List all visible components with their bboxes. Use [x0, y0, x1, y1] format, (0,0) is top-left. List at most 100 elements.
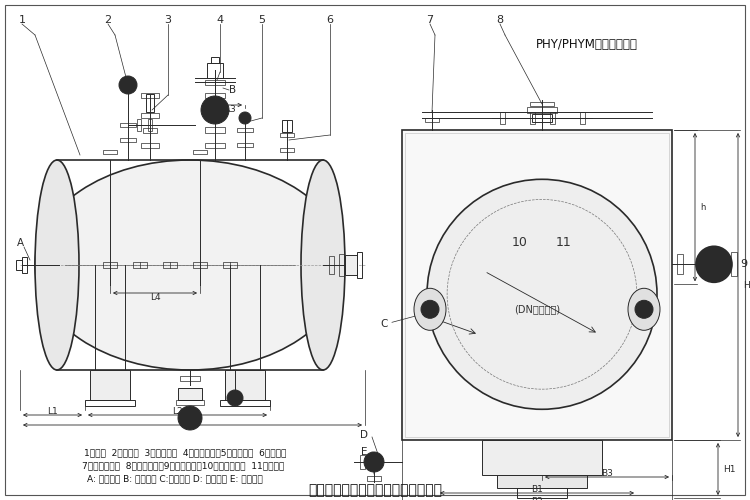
Text: H1: H1: [723, 464, 736, 473]
Text: 11: 11: [556, 236, 572, 249]
Bar: [133, 262, 147, 268]
Bar: [103, 150, 117, 154]
Bar: [237, 128, 253, 132]
Bar: [580, 112, 584, 124]
Text: A: A: [16, 238, 23, 248]
Bar: [120, 123, 136, 127]
Text: L1: L1: [47, 406, 58, 416]
Bar: [220, 400, 270, 406]
Circle shape: [239, 112, 251, 124]
Bar: [345, 255, 357, 275]
Circle shape: [227, 390, 243, 406]
Circle shape: [635, 300, 653, 318]
Text: 10: 10: [512, 236, 528, 249]
Bar: [530, 102, 554, 106]
Bar: [359, 455, 364, 469]
Circle shape: [706, 256, 722, 272]
Text: 1、罐体  2、压力表  3、进水管路  4、人工灌装口5、出液管路  6、安全阀: 1、罐体 2、压力表 3、进水管路 4、人工灌装口5、出液管路 6、安全阀: [84, 448, 286, 458]
Text: 9: 9: [740, 260, 748, 270]
Bar: [425, 118, 439, 122]
Bar: [367, 476, 381, 480]
Text: B3: B3: [601, 468, 613, 477]
Bar: [282, 120, 292, 132]
Bar: [530, 112, 535, 124]
Bar: [225, 370, 265, 400]
Text: L3: L3: [225, 104, 236, 114]
Circle shape: [696, 246, 732, 282]
Circle shape: [364, 452, 384, 472]
Text: 1: 1: [19, 15, 26, 25]
Bar: [180, 376, 200, 380]
Bar: [357, 252, 362, 278]
Ellipse shape: [628, 288, 660, 331]
Bar: [143, 128, 157, 132]
Bar: [163, 262, 177, 268]
Text: (DN罐罐内容): (DN罐罐内容): [514, 304, 560, 314]
Bar: [328, 256, 334, 274]
Ellipse shape: [427, 180, 657, 410]
Bar: [677, 254, 683, 274]
Text: C: C: [380, 320, 388, 330]
Text: H: H: [743, 280, 750, 289]
Bar: [211, 57, 219, 63]
Bar: [338, 254, 344, 276]
Bar: [237, 143, 253, 147]
Text: 5: 5: [259, 15, 266, 25]
Bar: [500, 112, 505, 124]
Text: A: 进水球阀 B: 出液球阀 C:排气球阀 D: 排水球阀 E: 排液球阀: A: 进水球阀 B: 出液球阀 C:排气球阀 D: 排水球阀 E: 排液球阀: [87, 474, 262, 484]
Text: PHY/PHYM系列（卧式）: PHY/PHYM系列（卧式）: [536, 38, 638, 52]
Bar: [205, 80, 225, 84]
Bar: [193, 150, 207, 154]
Bar: [223, 262, 237, 268]
Bar: [148, 119, 152, 131]
Bar: [85, 400, 135, 406]
Bar: [193, 262, 207, 268]
Bar: [205, 92, 225, 98]
Bar: [103, 262, 117, 268]
Circle shape: [178, 406, 202, 430]
Bar: [22, 257, 27, 273]
Bar: [16, 260, 22, 270]
Circle shape: [421, 300, 439, 318]
Bar: [141, 112, 159, 117]
Circle shape: [201, 96, 229, 124]
Bar: [205, 142, 225, 148]
Text: 7: 7: [427, 15, 433, 25]
Ellipse shape: [301, 160, 345, 370]
Text: 7、胶囊排气管  8、水腔排气管9、比例混合器10、水腔排水管  11、排液管: 7、胶囊排气管 8、水腔排气管9、比例混合器10、水腔排水管 11、排液管: [82, 462, 284, 470]
Bar: [205, 127, 225, 133]
Text: 2: 2: [104, 15, 112, 25]
Text: B2: B2: [531, 498, 543, 500]
Bar: [137, 119, 141, 131]
Bar: [90, 370, 130, 400]
Bar: [207, 63, 223, 78]
Text: h: h: [700, 202, 705, 211]
Bar: [141, 92, 159, 98]
Bar: [402, 130, 672, 440]
Bar: [517, 488, 567, 498]
Text: L2: L2: [172, 406, 183, 416]
Ellipse shape: [35, 160, 345, 370]
Bar: [178, 388, 202, 400]
Text: L4: L4: [150, 292, 160, 302]
Bar: [550, 112, 554, 124]
Bar: [731, 252, 737, 276]
Bar: [176, 400, 204, 404]
Text: D: D: [360, 430, 368, 440]
Text: 6: 6: [326, 15, 334, 25]
Ellipse shape: [414, 288, 446, 331]
Bar: [482, 440, 602, 475]
Bar: [527, 107, 557, 113]
Text: L: L: [190, 416, 195, 426]
Text: 4: 4: [217, 15, 223, 25]
Bar: [405, 133, 669, 437]
Text: 压力比例混合装置外形及安装尺寸图: 压力比例混合装置外形及安装尺寸图: [308, 483, 442, 497]
Bar: [146, 94, 154, 112]
Ellipse shape: [35, 160, 79, 370]
Text: E: E: [361, 447, 368, 457]
Text: 8: 8: [496, 15, 503, 25]
Bar: [280, 148, 294, 152]
Bar: [141, 142, 159, 148]
Bar: [280, 133, 294, 137]
Text: B1: B1: [531, 484, 543, 494]
